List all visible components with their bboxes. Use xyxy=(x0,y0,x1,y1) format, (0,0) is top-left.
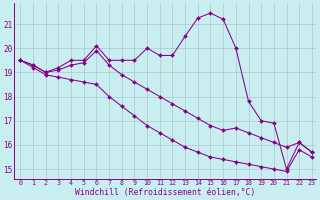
X-axis label: Windchill (Refroidissement éolien,°C): Windchill (Refroidissement éolien,°C) xyxy=(75,188,255,197)
